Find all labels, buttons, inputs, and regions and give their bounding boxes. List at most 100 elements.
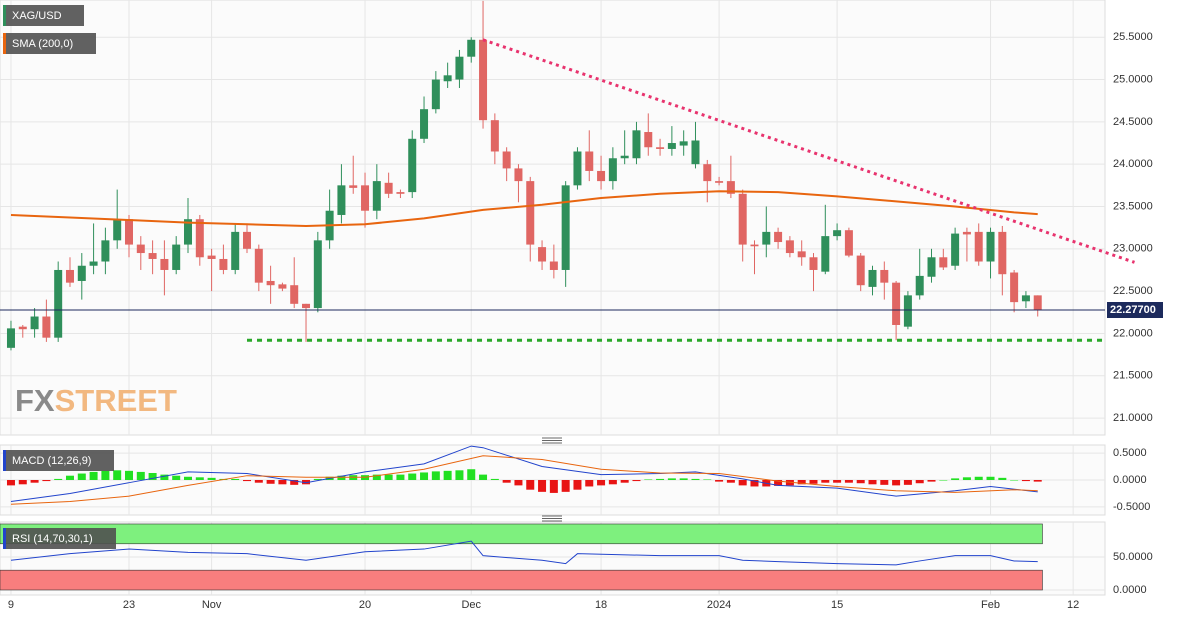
macd-histogram-bar <box>986 476 995 480</box>
candle-body <box>54 269 63 338</box>
candle-body <box>195 219 204 258</box>
macd-histogram-bar <box>549 480 558 493</box>
macd-histogram-bar <box>750 480 759 487</box>
macd-histogram-bar <box>715 480 724 482</box>
macd-line <box>10 455 1038 505</box>
candle-body <box>608 158 617 182</box>
candle-body <box>384 182 393 194</box>
candle-body <box>703 164 712 182</box>
candle-body <box>951 233 960 266</box>
candle-body <box>561 185 570 270</box>
candle-body <box>1010 272 1019 303</box>
candle-body <box>467 39 476 57</box>
candle-body <box>844 230 853 256</box>
macd-histogram-bar <box>892 480 901 486</box>
macd-histogram-bar <box>608 480 617 485</box>
x-tick-label: 18 <box>595 599 607 611</box>
candle-body <box>597 170 606 182</box>
macd-histogram-bar <box>962 477 971 480</box>
legend-swatch <box>3 528 6 549</box>
macd-histogram-bar <box>337 475 346 480</box>
candle-body <box>101 240 110 262</box>
y-tick-label: 0.0000 <box>1113 584 1147 596</box>
legend-swatch <box>3 450 6 471</box>
y-tick-label: 0.5000 <box>1113 447 1147 459</box>
candle-body <box>549 261 558 270</box>
macd-histogram-bar <box>77 473 86 480</box>
y-tick-label: -0.5000 <box>1113 501 1150 513</box>
macd-histogram-bar <box>1010 480 1019 481</box>
x-tick-label: Feb <box>981 599 1000 611</box>
x-tick-label: 12 <box>1067 599 1079 611</box>
trend-line <box>482 38 1135 264</box>
macd-line <box>10 445 1038 503</box>
candle-body <box>490 120 499 152</box>
candle-body <box>1021 295 1030 302</box>
candle-body <box>715 181 724 183</box>
macd-histogram-bar <box>231 478 240 480</box>
candle-body <box>939 257 948 268</box>
macd-histogram-bar <box>490 478 499 480</box>
macd-histogram-bar <box>408 473 417 480</box>
candle-body <box>726 181 735 194</box>
last-price-label: 22.27700 <box>1110 304 1156 316</box>
macd-histogram-bar <box>148 473 157 480</box>
candle-body <box>1033 295 1042 310</box>
rsi-line <box>10 540 1038 566</box>
candle-body <box>892 282 901 325</box>
candle-body <box>372 181 381 211</box>
candle-body <box>6 328 15 348</box>
legend-box <box>3 33 96 54</box>
y-tick-label: 22.5000 <box>1113 285 1153 297</box>
y-tick-label: 21.5000 <box>1113 370 1153 382</box>
panel-grip <box>542 437 562 522</box>
candle-body <box>243 231 252 249</box>
candle-body <box>30 316 39 330</box>
macd-histogram-bar <box>54 478 63 480</box>
macd-histogram-bar <box>927 480 936 482</box>
candle-body <box>514 168 523 182</box>
y-tick-label: 23.0000 <box>1113 243 1153 255</box>
macd-histogram-bar <box>479 474 488 480</box>
macd-histogram-bar <box>703 479 712 480</box>
macd-histogram-bar <box>526 480 535 490</box>
legend-box <box>3 5 84 26</box>
legend-box <box>3 528 116 549</box>
y-tick-label: 50.0000 <box>1113 551 1153 563</box>
candle-body <box>526 181 535 245</box>
candle-body <box>538 247 547 262</box>
macd-histogram-bar <box>880 480 889 485</box>
candle-body <box>880 269 889 283</box>
macd-histogram-bar <box>797 480 806 485</box>
macd-histogram-bar <box>738 480 747 486</box>
candle-body <box>750 244 759 247</box>
candle-body <box>868 269 877 287</box>
macd-histogram-bar <box>455 470 464 480</box>
macd-histogram-bar <box>620 480 629 483</box>
x-tick-label: 20 <box>359 599 371 611</box>
legend-label: SMA (200,0) <box>12 38 73 50</box>
candle-body <box>408 138 417 193</box>
macd-histogram-bar <box>632 480 641 482</box>
candle-body <box>738 193 747 245</box>
macd-histogram-bar <box>833 480 842 483</box>
candle-body <box>148 253 157 259</box>
candle-body <box>349 185 358 188</box>
macd-histogram-bar <box>113 470 122 480</box>
candle-body <box>785 240 794 254</box>
macd-histogram-bar <box>431 471 440 480</box>
candle-body <box>113 219 122 241</box>
macd-histogram-bar <box>1033 480 1042 482</box>
macd-histogram-bar <box>844 480 853 483</box>
legend-swatch <box>3 5 6 26</box>
candle-body <box>302 303 311 309</box>
macd-histogram-bar <box>30 480 39 483</box>
legend: XAG/USD SMA (200,0) MACD (12,26,9) RSI (14,… <box>3 5 116 549</box>
y-tick-label: 23.5000 <box>1113 200 1153 212</box>
rsi-band <box>0 523 1043 545</box>
macd-histogram-bar <box>65 475 74 480</box>
macd-histogram-bar <box>184 476 193 480</box>
candle-body <box>290 285 299 304</box>
candle-body <box>420 109 429 139</box>
macd-histogram-bar <box>726 480 735 483</box>
